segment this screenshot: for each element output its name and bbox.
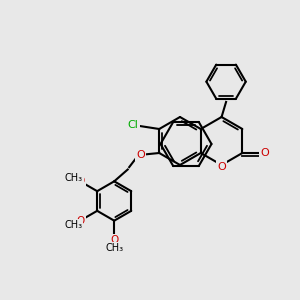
Text: CH₃: CH₃ bbox=[64, 220, 82, 230]
Text: O: O bbox=[136, 149, 145, 160]
Text: CH₃: CH₃ bbox=[65, 173, 83, 183]
Text: O: O bbox=[76, 176, 84, 186]
Text: O: O bbox=[110, 235, 118, 245]
Text: O: O bbox=[217, 161, 226, 172]
Text: O: O bbox=[76, 216, 84, 226]
Text: CH₃: CH₃ bbox=[105, 243, 123, 253]
Text: Cl: Cl bbox=[128, 120, 139, 130]
Text: O: O bbox=[260, 148, 268, 158]
